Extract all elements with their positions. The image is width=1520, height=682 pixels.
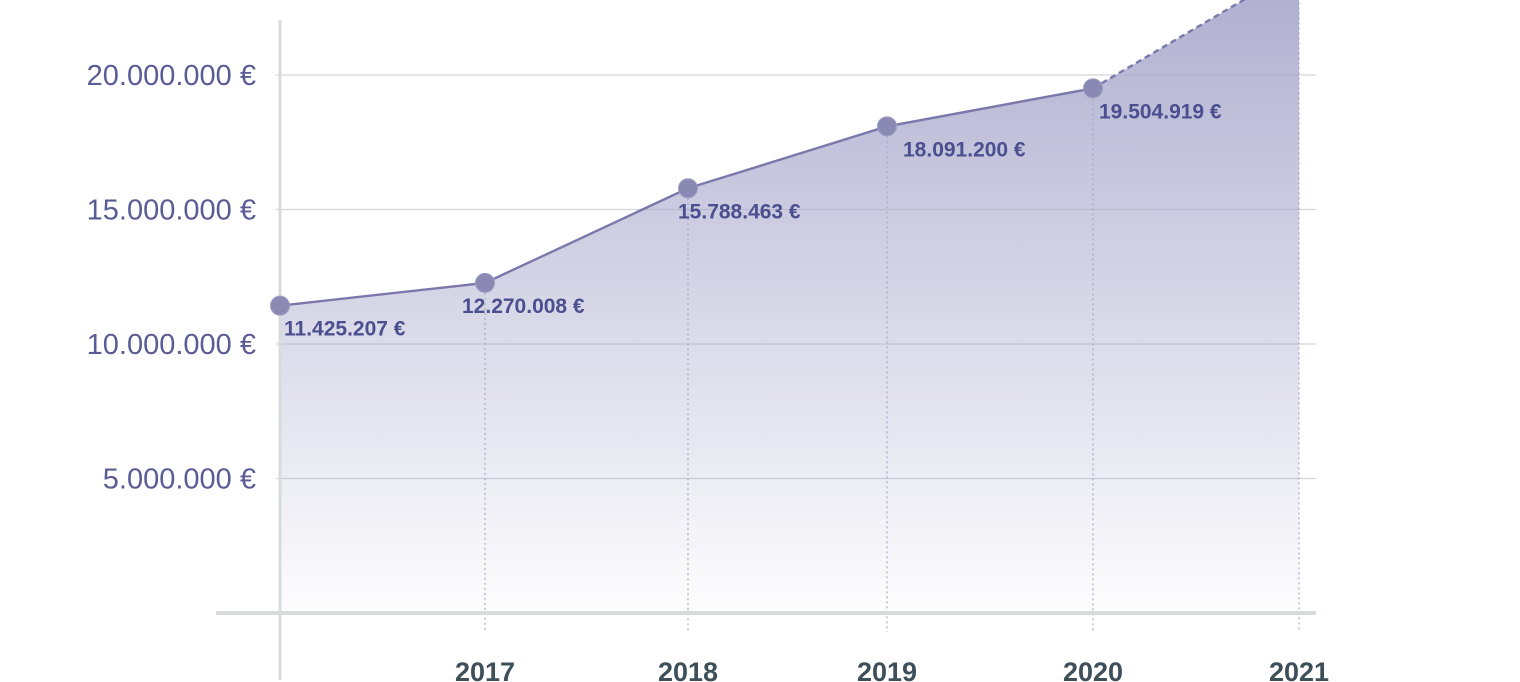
y-tick-label: 20.000.000 € (87, 60, 256, 92)
data-point (678, 178, 698, 199)
area-layer (280, 0, 1299, 613)
data-label: 11.425.207 € (284, 318, 406, 341)
x-tick-label: 2017 (455, 657, 515, 682)
data-label: 15.788.463 € (678, 200, 801, 223)
x-tick-label: 2018 (658, 657, 718, 682)
data-point (270, 295, 290, 316)
data-point (1083, 78, 1103, 99)
y-tick-label: 5.000.000 € (103, 464, 256, 496)
data-labels: 11.425.207 € 12.270.008 € 15.788.463 € 18.0… (284, 0, 1426, 341)
x-tick-label: 2019 (857, 657, 917, 682)
data-label: 12.270.008 € (462, 295, 585, 318)
x-tick-label: 2020 (1063, 657, 1123, 682)
y-axis-ticks: 5.000.000 € 10.000.000 € 15.000.000 € 20.00… (87, 60, 256, 496)
vertical-guides (484, 0, 1300, 632)
data-markers (270, 78, 1103, 316)
y-tick-label: 15.000.000 € (87, 195, 256, 227)
data-point (877, 116, 897, 137)
y-tick-label: 10.000.000 € (87, 329, 256, 361)
x-tick-label: 2021 (1269, 657, 1329, 682)
axes (216, 20, 1316, 680)
x-axis-ticks: 2017 2018 2019 2020 2021 (455, 657, 1329, 682)
data-label: 18.091.200 € (903, 138, 1026, 161)
data-label: 24.000.000 € (1303, 0, 1426, 2)
data-label: 19.504.919 € (1099, 100, 1222, 123)
series-area (280, 0, 1299, 613)
data-point (475, 272, 495, 293)
